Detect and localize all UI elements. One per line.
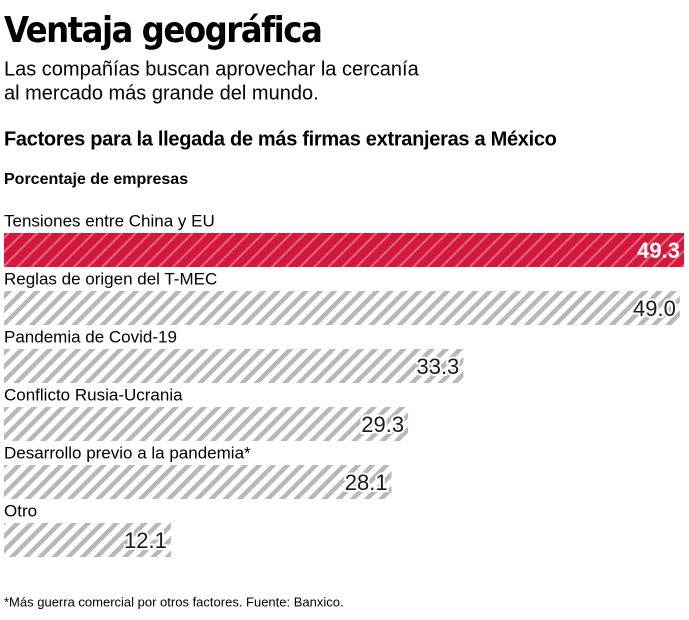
title: Ventaja geográfica (4, 10, 321, 51)
value-label: 49.3 (637, 238, 680, 263)
bar (4, 465, 392, 499)
subtitle-line: al mercado más grande del mundo. (4, 82, 319, 104)
value-label: 33.3 (416, 354, 459, 379)
bar (4, 407, 409, 441)
bar (4, 291, 680, 325)
bar (4, 523, 171, 557)
footnote: *Más guerra comercial por otros factores… (4, 594, 344, 609)
value-label: 29.3 (361, 412, 404, 437)
category-label: Otro (4, 501, 37, 520)
bar (4, 233, 684, 267)
chart-title: Factores para la llegada de más firmas e… (4, 128, 557, 150)
value-label: 12.1 (124, 528, 167, 553)
category-label: Reglas de origen del T-MEC (4, 269, 217, 288)
category-label: Tensiones entre China y EU (4, 211, 215, 230)
category-label: Desarrollo previo a la pandemia* (4, 443, 251, 462)
subtitle-line: Las compañías buscan aprovechar la cerca… (4, 58, 420, 80)
value-label: 49.0 (633, 296, 676, 321)
axis-label: Porcentaje de empresas (4, 171, 188, 188)
category-label: Pandemia de Covid-19 (4, 327, 177, 346)
bar (4, 349, 464, 383)
value-label: 28.1 (345, 470, 388, 495)
category-label: Conflicto Rusia-Ucrania (4, 385, 183, 404)
